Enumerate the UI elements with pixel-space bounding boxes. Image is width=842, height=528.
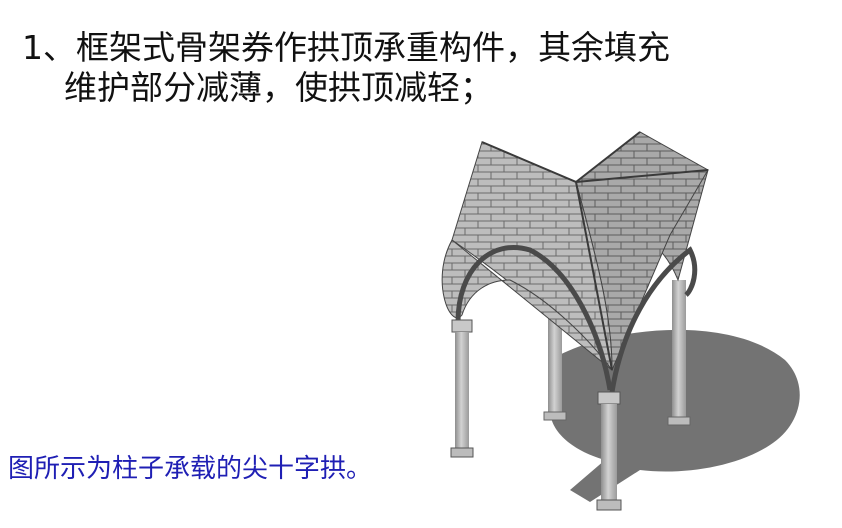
vault-webbing	[441, 131, 709, 393]
main-point-text: 1、框架式骨架券作拱顶承重构件，其余填充 维护部分减薄，使拱顶减轻；	[22, 28, 822, 108]
main-point-line-2: 维护部分减薄，使拱顶减轻；	[64, 68, 493, 107]
vault-illustration	[441, 131, 800, 511]
caption-text: 图所示为柱子承载的尖十字拱。	[8, 454, 373, 484]
main-point-line-1: 1、框架式骨架券作拱顶承重构件，其余填充	[22, 28, 670, 67]
front-columns	[450, 319, 622, 511]
